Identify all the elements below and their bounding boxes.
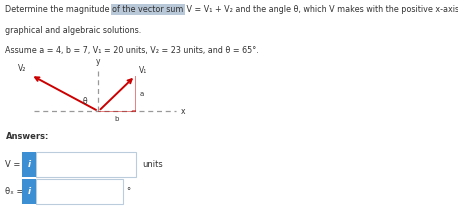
Bar xyxy=(22,152,36,177)
Text: units: units xyxy=(142,160,163,169)
Text: °: ° xyxy=(126,187,131,196)
Text: θₓ =: θₓ = xyxy=(5,187,24,196)
Text: V = V₁ + V₂ and the angle θ, which V makes with the positive x-axis. Complete bo: V = V₁ + V₂ and the angle θ, which V mak… xyxy=(184,5,458,14)
Text: i: i xyxy=(27,187,30,196)
Text: graphical and algebraic solutions.: graphical and algebraic solutions. xyxy=(5,26,142,35)
Text: θ: θ xyxy=(82,97,87,106)
Text: b: b xyxy=(114,116,119,122)
Text: V₂: V₂ xyxy=(18,64,26,73)
Text: V =: V = xyxy=(5,160,21,169)
Bar xyxy=(36,179,123,204)
Text: V₁: V₁ xyxy=(139,66,147,75)
Text: x: x xyxy=(181,107,185,116)
Text: a: a xyxy=(140,90,144,96)
Text: Answers:: Answers: xyxy=(5,132,49,141)
Text: i: i xyxy=(27,160,30,169)
Text: of the vector sum: of the vector sum xyxy=(113,5,184,14)
Bar xyxy=(36,152,136,177)
Text: y: y xyxy=(96,57,101,66)
Text: Assume a = 4, b = 7, V₁ = 20 units, V₂ = 23 units, and θ = 65°.: Assume a = 4, b = 7, V₁ = 20 units, V₂ =… xyxy=(5,46,259,55)
Bar xyxy=(22,179,36,204)
Text: Determine the magnitude: Determine the magnitude xyxy=(5,5,113,14)
